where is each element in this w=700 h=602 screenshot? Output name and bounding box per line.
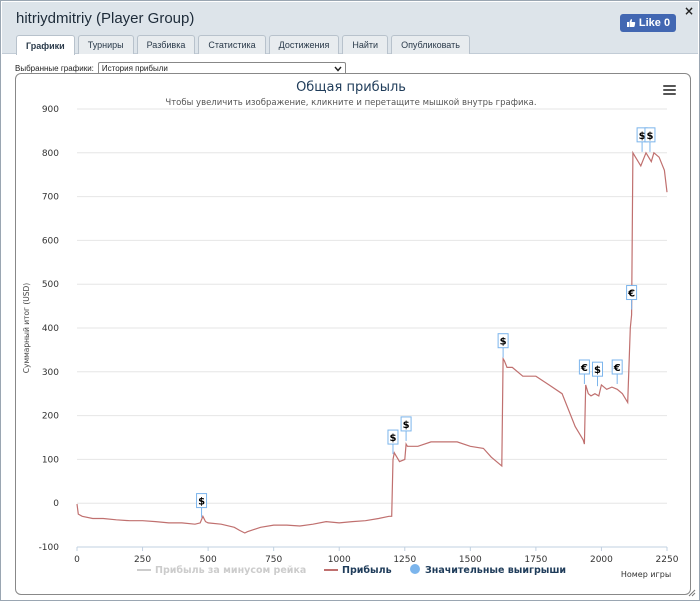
- chart-container[interactable]: [15, 73, 691, 595]
- tab-tournaments[interactable]: Турниры: [77, 35, 134, 54]
- tab-statistics[interactable]: Статистика: [198, 35, 266, 54]
- tab-achievements[interactable]: Достижения: [268, 35, 340, 54]
- chevron-down-icon: [334, 66, 342, 72]
- close-icon[interactable]: ×: [683, 4, 694, 18]
- window-title: hitriydmitriy (Player Group): [16, 10, 195, 27]
- tab-bar: Графики Турниры Разбивка Статистика Дост…: [16, 35, 470, 55]
- chart-select-value: История прибыли: [101, 64, 168, 73]
- chart-menu-icon[interactable]: [663, 85, 676, 96]
- like-label: Like 0: [638, 17, 671, 29]
- thumbs-up-icon: [626, 19, 636, 27]
- title-bar: hitriydmitriy (Player Group) × Like 0 Гр…: [2, 2, 698, 55]
- tab-charts[interactable]: Графики: [16, 35, 75, 55]
- tab-search[interactable]: Найти: [342, 35, 389, 54]
- resize-handle-icon[interactable]: [688, 589, 696, 597]
- tab-breakdown[interactable]: Разбивка: [136, 35, 196, 54]
- tab-publish[interactable]: Опубликовать: [391, 35, 470, 54]
- chart-selector-label: Выбранные графики:: [15, 64, 94, 73]
- facebook-like-button[interactable]: Like 0: [620, 14, 676, 32]
